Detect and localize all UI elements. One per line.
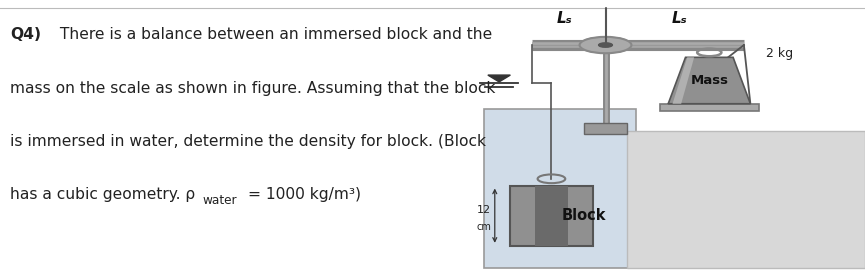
Polygon shape [669, 57, 750, 104]
FancyBboxPatch shape [484, 109, 636, 268]
Circle shape [599, 43, 612, 47]
Text: Block: Block [562, 208, 606, 223]
Text: is immersed in water, determine the density for block. (Block: is immersed in water, determine the dens… [10, 134, 486, 149]
Text: Lₛ: Lₛ [557, 11, 572, 26]
Text: There is a balance between an immersed block and the: There is a balance between an immersed b… [55, 27, 492, 42]
Text: Q4): Q4) [10, 27, 42, 42]
FancyBboxPatch shape [660, 104, 759, 111]
Text: water: water [202, 194, 237, 207]
Text: = 1000 kg/m³): = 1000 kg/m³) [248, 187, 362, 202]
Text: mass on the scale as shown in figure. Assuming that the block: mass on the scale as shown in figure. As… [10, 81, 496, 96]
Text: 12: 12 [477, 205, 491, 215]
Polygon shape [673, 57, 695, 104]
Text: Lₛ: Lₛ [671, 11, 687, 26]
Text: has a cubic geometry. ρ: has a cubic geometry. ρ [10, 187, 195, 202]
Text: 2 kg: 2 kg [766, 47, 793, 60]
FancyBboxPatch shape [627, 131, 865, 268]
FancyBboxPatch shape [510, 186, 593, 246]
FancyBboxPatch shape [584, 123, 627, 134]
Circle shape [580, 37, 631, 53]
Polygon shape [488, 75, 510, 82]
Text: Mass: Mass [690, 74, 728, 87]
Text: cm: cm [477, 222, 491, 232]
FancyBboxPatch shape [535, 186, 567, 246]
